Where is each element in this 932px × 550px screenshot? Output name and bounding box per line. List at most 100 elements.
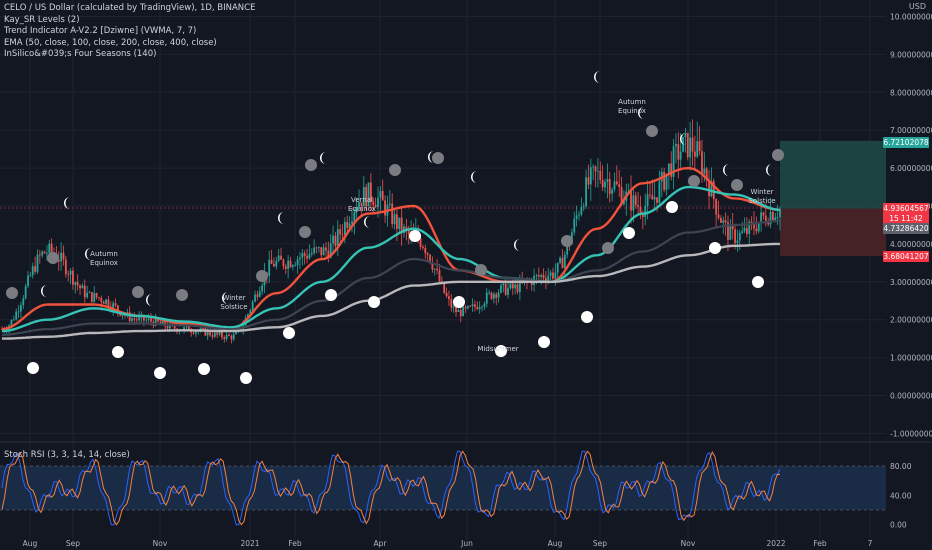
candle-body <box>452 306 455 308</box>
candle-body <box>192 332 195 334</box>
candle-body <box>556 262 559 273</box>
candle-body <box>81 285 84 289</box>
indicator-kay-sr[interactable]: Kay_SR Levels (2) <box>4 14 80 25</box>
candle-body <box>398 217 401 229</box>
candle-body <box>502 283 505 286</box>
candle-body <box>313 247 316 253</box>
candle-body <box>348 223 351 228</box>
ema-line-2 <box>1 185 781 333</box>
full-moon-icon <box>325 289 337 301</box>
candle-body <box>552 272 554 279</box>
candle-body <box>757 221 760 232</box>
candle-body <box>514 284 517 289</box>
candle-body <box>627 190 630 192</box>
candle-body <box>381 191 384 201</box>
time-axis[interactable]: Aug Sep Nov 2021 Feb Apr Jun Aug Sep Nov 2022 Feb 7 <box>23 539 873 548</box>
crescent-moon-icon <box>41 285 47 297</box>
season-label: Autumn <box>90 250 118 258</box>
candle-body <box>90 292 93 302</box>
stop-loss-zone <box>780 208 886 257</box>
season-label: Equinox <box>618 107 646 115</box>
candle-body <box>20 305 22 312</box>
candle-body <box>310 252 313 255</box>
candle-body <box>74 282 77 285</box>
candle-body <box>280 255 282 260</box>
candle-body <box>154 318 157 326</box>
candle-body <box>507 288 509 295</box>
candle-body <box>287 260 290 269</box>
crescent-moon-icon <box>766 164 772 176</box>
symbol-title[interactable]: CELO / US Dollar (calculated by TradingV… <box>4 3 256 13</box>
new-moon-icon <box>305 159 317 171</box>
x-tick-label: 7 <box>868 539 873 548</box>
candle-body <box>86 292 89 298</box>
candle-body <box>135 319 138 321</box>
candle-body <box>173 324 176 329</box>
candle-body <box>29 275 32 277</box>
candle-body <box>183 327 185 331</box>
new-moon-icon <box>389 164 401 176</box>
candle-body <box>719 217 722 223</box>
candle-body <box>98 297 100 299</box>
crescent-moon-icon <box>64 197 70 210</box>
x-tick-label: Nov <box>153 539 168 548</box>
candle-body <box>48 243 51 254</box>
indicator-ema[interactable]: EMA (50, close, 100, close, 200, close, … <box>4 37 217 48</box>
candle-body <box>727 222 729 240</box>
candle-body <box>658 181 661 203</box>
candle-body <box>360 202 363 207</box>
crescent-moon-icon <box>723 164 729 176</box>
new-moon-icon <box>6 287 18 299</box>
candle-body <box>367 182 370 207</box>
chart-legend: CELO / US Dollar (calculated by TradingV… <box>4 3 255 61</box>
candle-body <box>291 265 294 268</box>
ema-lines <box>1 166 781 340</box>
candle-body <box>665 173 668 190</box>
candle-body <box>145 319 148 321</box>
candle-body <box>537 275 540 277</box>
candle-body <box>492 294 495 299</box>
candle-body <box>767 222 770 225</box>
candle-body <box>580 206 583 215</box>
stoch-rsi-title[interactable]: Stoch RSI (3, 3, 14, 14, close) <box>4 450 130 460</box>
candle-body <box>462 306 465 317</box>
candle-body <box>606 179 609 182</box>
candle-body <box>138 317 141 321</box>
full-moon-icon <box>112 346 124 358</box>
candle-body <box>592 166 595 168</box>
candle-body <box>698 141 701 152</box>
indicator-trend[interactable]: Trend Indicator A-V2.2 [Dziwne] (VWMA, 7… <box>4 26 197 36</box>
candle-body <box>391 203 394 225</box>
ema-line-3 <box>1 220 780 336</box>
candle-body <box>448 296 450 300</box>
candle-body <box>308 254 311 259</box>
candle-body <box>22 298 25 306</box>
candle-body <box>618 184 621 188</box>
price-axis[interactable]: -1.00000000 0.00000000 1.00000000 2.0000000… <box>890 13 932 530</box>
candle-body <box>601 180 604 188</box>
candle-body <box>289 260 292 268</box>
candle-body <box>202 328 204 329</box>
candle-body <box>689 137 692 158</box>
candle-body <box>478 307 481 310</box>
y-tick-label: 6.00000000 <box>890 164 932 173</box>
new-moon-icon <box>299 226 311 238</box>
full-moon-icon <box>538 336 550 348</box>
y-tick-label: 0.00000000 <box>890 392 932 401</box>
candle-body <box>258 291 261 297</box>
candle-body <box>38 254 41 256</box>
candle-body <box>724 220 727 223</box>
candle-body <box>561 257 564 269</box>
new-moon-icon <box>731 179 743 191</box>
candle-body <box>325 247 327 251</box>
full-moon-icon <box>752 276 764 288</box>
indicator-four-seasons[interactable]: InSilico&#039;s Four Seasons (140) <box>4 49 157 59</box>
moon-phase-icons <box>6 71 784 384</box>
candle-body <box>705 168 708 181</box>
candle-body <box>157 318 159 322</box>
candle-body <box>254 294 256 302</box>
candle-body <box>296 259 299 266</box>
candle-body <box>211 335 214 337</box>
candle-body <box>518 280 521 293</box>
